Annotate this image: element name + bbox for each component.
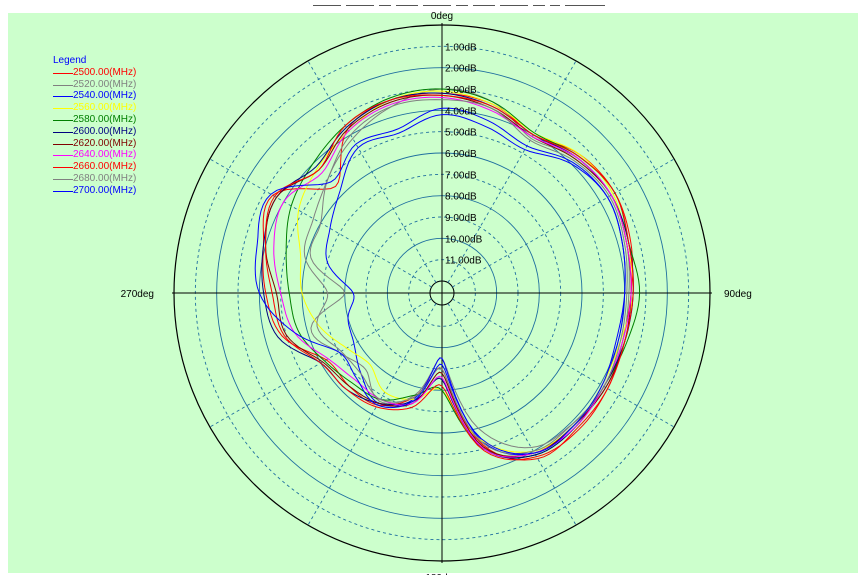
grid-spoke xyxy=(447,303,577,526)
legend-swatch xyxy=(53,155,73,157)
legend-label: 2700.00(MHz) xyxy=(73,184,137,196)
top-strip-mark xyxy=(550,5,560,6)
legend-item: 2500.00(MHz) xyxy=(53,67,136,79)
legend-label: 2500.00(MHz) xyxy=(73,66,137,78)
legend-item: 2540.00(MHz) xyxy=(53,90,136,102)
radial-label: 11.00dB xyxy=(445,256,482,267)
grid-spoke xyxy=(307,303,437,526)
angle-label-0deg: 0deg xyxy=(431,11,453,22)
legend-label: 2580.00(MHz) xyxy=(73,113,137,125)
radial-label: 2.00dB xyxy=(445,64,477,75)
legend-swatch xyxy=(53,131,73,133)
top-strip-mark xyxy=(379,5,391,6)
top-strip-mark xyxy=(396,5,418,6)
top-strip-mark xyxy=(456,5,468,6)
radial-label: 10.00dB xyxy=(445,234,483,245)
radial-label: 4.00dB xyxy=(445,106,477,117)
legend-label: 2680.00(MHz) xyxy=(73,172,137,184)
legend-item: 2520.00(MHz) xyxy=(53,79,136,91)
series-line-2600 xyxy=(261,92,634,459)
radial-label: 1.00dB xyxy=(445,42,477,53)
top-strip-mark xyxy=(313,5,341,6)
radial-label: 9.00dB xyxy=(445,213,477,224)
legend-label: 2560.00(MHz) xyxy=(73,102,137,114)
legend-item: 2700.00(MHz) xyxy=(53,185,136,197)
series-line-2680 xyxy=(303,99,628,455)
top-strip-mark xyxy=(533,5,545,6)
angle-label-90deg: 90deg xyxy=(724,289,752,300)
top-strip-mark xyxy=(500,5,528,6)
radial-label: 7.00dB xyxy=(445,170,477,181)
legend: Legend 2500.00(MHz) 2520.00(MHz) 2540.00(M… xyxy=(53,55,136,197)
legend-swatch xyxy=(53,190,73,192)
legend-swatch xyxy=(53,72,73,74)
radial-label: 3.00dB xyxy=(445,85,477,96)
labels-layer: 0deg 90deg 180deg 270deg 1.00dB 2.00dB 3.00dB 4… xyxy=(121,11,752,575)
legend-swatch xyxy=(53,108,73,110)
grid-spoke xyxy=(307,60,437,283)
top-strip-mark xyxy=(346,5,374,6)
legend-label: 2520.00(MHz) xyxy=(73,78,137,90)
legend-label: 2640.00(MHz) xyxy=(73,149,137,161)
top-strip-mark xyxy=(565,5,605,6)
top-strip-mark xyxy=(423,5,451,6)
grid-spoke xyxy=(447,60,577,283)
legend-swatch xyxy=(53,119,73,121)
legend-label: 2600.00(MHz) xyxy=(73,125,137,137)
radial-label: 8.00dB xyxy=(445,192,477,203)
legend-item: 2680.00(MHz) xyxy=(53,173,136,185)
series-line-2700 xyxy=(254,107,626,455)
angle-label-180deg: 180deg xyxy=(425,573,458,575)
legend-label: 2660.00(MHz) xyxy=(73,161,137,173)
grid-spoke xyxy=(452,158,675,288)
legend-label: 2540.00(MHz) xyxy=(73,90,137,102)
legend-item: 2600.00(MHz) xyxy=(53,126,136,138)
legend-item: 2620.00(MHz) xyxy=(53,138,136,150)
legend-item: 2640.00(MHz) xyxy=(53,149,136,161)
legend-swatch xyxy=(53,167,73,169)
grid-spoke xyxy=(452,298,675,428)
legend-item: 2660.00(MHz) xyxy=(53,161,136,173)
top-strip-mark xyxy=(473,5,495,6)
legend-label: 2620.00(MHz) xyxy=(73,137,137,149)
legend-item: 2560.00(MHz) xyxy=(53,102,136,114)
legend-swatch xyxy=(53,84,73,86)
top-strip xyxy=(0,0,865,13)
radial-label: 5.00dB xyxy=(445,128,477,139)
angle-label-270deg: 270deg xyxy=(121,289,154,300)
legend-swatch xyxy=(53,96,73,98)
legend-title: Legend xyxy=(53,55,87,66)
legend-swatch xyxy=(53,178,73,180)
radial-label: 6.00dB xyxy=(445,149,477,160)
legend-item: 2580.00(MHz) xyxy=(53,114,136,126)
series-line-2640 xyxy=(273,96,632,458)
series-line-2660 xyxy=(265,94,634,461)
series-layer xyxy=(254,88,641,461)
legend-swatch xyxy=(53,143,73,145)
